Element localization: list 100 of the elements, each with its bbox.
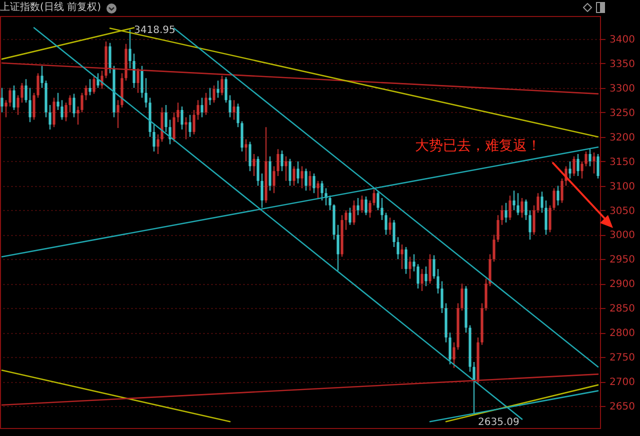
- candlestick: [88, 78, 92, 96]
- candlestick: [28, 87, 32, 123]
- candlestick: [396, 236, 400, 260]
- candlestick: [520, 198, 524, 218]
- y-tick-label: 3250: [610, 108, 635, 119]
- candlestick: [192, 109, 196, 135]
- annotation: 2635.09: [478, 417, 520, 428]
- y-tick-label: 3200: [610, 132, 635, 144]
- candlestick: [32, 92, 36, 120]
- candlestick: [372, 188, 376, 206]
- candlestick: [188, 114, 192, 138]
- candlestick: [4, 100, 8, 118]
- candlestick: [228, 94, 232, 118]
- candlestick: [80, 92, 84, 113]
- candlestick: [244, 138, 248, 162]
- candlestick: [348, 207, 352, 226]
- candlestick: [216, 80, 220, 98]
- candlestick: [508, 195, 512, 221]
- candlestick: [72, 93, 76, 118]
- candlestick: [236, 103, 240, 128]
- candlestick: [412, 254, 416, 272]
- y-tick-label: 3000: [610, 230, 635, 242]
- candlestick: [84, 84, 88, 101]
- candlestick: [400, 244, 404, 270]
- candlestick: [572, 156, 576, 177]
- candlestick: [436, 268, 440, 294]
- candlestick: [292, 166, 296, 186]
- candlestick: [336, 224, 340, 271]
- candlestick: [432, 254, 436, 280]
- candlestick: [440, 280, 444, 314]
- candlestick: [276, 148, 280, 177]
- candlestick: [36, 72, 40, 98]
- y-tick-label: 2950: [610, 254, 635, 266]
- candlestick: [0, 87, 4, 113]
- candlestick: [580, 160, 584, 179]
- y-tick-label: 2850: [610, 304, 635, 315]
- candlestick: [356, 198, 360, 216]
- candlestick: [152, 124, 156, 152]
- candlestick: [212, 84, 216, 104]
- candlestick: [560, 178, 564, 204]
- candlestick: [204, 92, 208, 116]
- candlestick: [248, 141, 252, 172]
- candlestick: [576, 153, 580, 177]
- candlestick: [56, 92, 60, 110]
- candlestick: [288, 158, 292, 186]
- candlestick: [316, 180, 320, 199]
- candlestick: [404, 246, 408, 274]
- candlestick: [200, 97, 204, 118]
- candlestick: [344, 210, 348, 230]
- candlestick: [12, 84, 16, 110]
- candlestick: [408, 256, 412, 280]
- y-tick-label: 2750: [610, 352, 635, 364]
- candlestick: [380, 198, 384, 221]
- candlestick: [320, 180, 324, 201]
- candlestick: [184, 116, 188, 140]
- candlestick: [96, 72, 100, 88]
- candlestick: [496, 214, 500, 243]
- candlestick: [76, 106, 80, 126]
- candlestick: [420, 268, 424, 292]
- candlestick: [448, 332, 452, 365]
- y-tick-label: 2650: [610, 401, 635, 412]
- candlestick: [300, 166, 304, 189]
- candlestick: [196, 100, 200, 120]
- candlestick: [116, 100, 120, 129]
- candlestick: [376, 190, 380, 211]
- candlestick: [568, 160, 572, 179]
- candlestick: [352, 200, 356, 226]
- y-tick-label: 2800: [610, 328, 635, 340]
- candlestick: [8, 87, 12, 108]
- candlestick: [168, 119, 172, 145]
- candlestick: [224, 76, 228, 104]
- candlestick: [588, 148, 592, 167]
- candlestick: [328, 195, 332, 211]
- candlestick: [280, 150, 284, 172]
- candlestick: [20, 82, 24, 104]
- candlestick: [424, 266, 428, 287]
- candlestick: [156, 134, 160, 154]
- candlestick: [596, 153, 600, 179]
- candlestick: [540, 191, 544, 214]
- candlestick: [164, 104, 168, 132]
- candlestick: [472, 361, 476, 414]
- candlestick: [452, 342, 456, 368]
- candlestick: [144, 78, 148, 108]
- candlestick: [272, 166, 276, 194]
- candlestick: [384, 212, 388, 236]
- candlestick: [252, 153, 256, 177]
- y-tick-label: 3050: [610, 206, 635, 217]
- y-tick-label: 3400: [610, 34, 635, 46]
- candlestick: [64, 102, 68, 122]
- candlestick: [552, 188, 556, 211]
- chart-title: 上证指数(日线 前复权): [0, 1, 102, 13]
- candlestick: [304, 168, 308, 192]
- y-tick-label: 3300: [610, 83, 635, 94]
- candlestick: [388, 217, 392, 236]
- candlestick: [256, 156, 260, 186]
- candlestick: [360, 195, 364, 214]
- candlestick: [52, 97, 56, 128]
- y-tick-label: 3100: [610, 181, 635, 192]
- candlestick: [548, 204, 552, 233]
- candlestick: [532, 204, 536, 236]
